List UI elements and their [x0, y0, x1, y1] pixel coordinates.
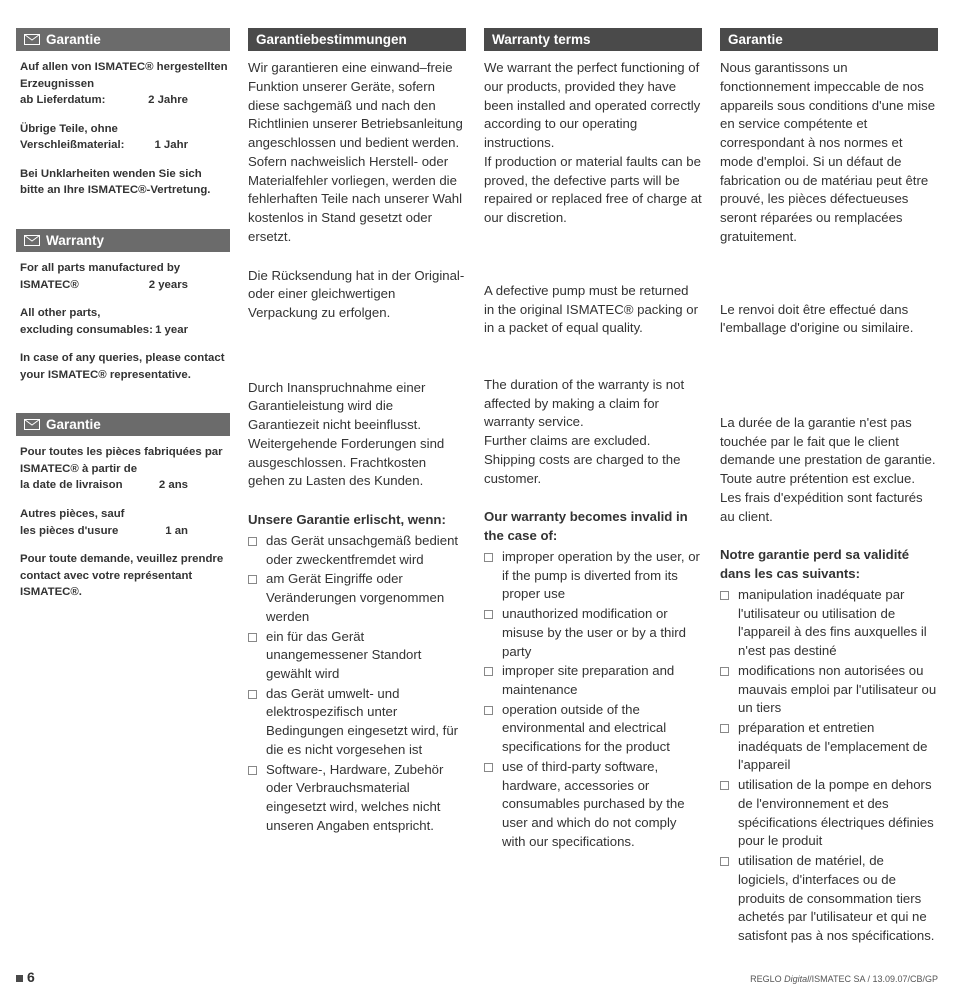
sidebar-header: Garantie	[16, 413, 230, 436]
list-item: Software-, Hardware, Zubehör oder Verbra…	[248, 761, 466, 836]
paragraph: Le renvoi doit être effectué dans l'emba…	[720, 301, 938, 338]
sidebar: Garantie Auf allen von ISMATEC® hergeste…	[16, 28, 230, 947]
page-content: Garantie Auf allen von ISMATEC® hergeste…	[0, 0, 954, 947]
list-item: das Gerät umwelt- und elektrospezifisch …	[248, 685, 466, 760]
bullet-list: improper operation by the user, or if th…	[484, 548, 702, 852]
column-title: Warranty terms	[484, 28, 702, 51]
column-en: Warranty terms We warrant the perfect fu…	[484, 28, 702, 947]
bullet-list: manipulation inadéquate par l'utilisateu…	[720, 586, 938, 946]
mail-icon	[24, 419, 40, 430]
sidebar-header: Warranty	[16, 229, 230, 252]
column-title: Garantie	[720, 28, 938, 51]
sidebar-box-warranty-en: Warranty For all parts manufactured by I…	[16, 229, 230, 383]
mail-icon	[24, 235, 40, 246]
paragraph: La durée de la garantie n'est pas touché…	[720, 414, 938, 526]
sidebar-box-garantie-fr: Garantie Pour toutes les pièces fabriqué…	[16, 413, 230, 600]
list-item: ein für das Gerät unangemessener Standor…	[248, 628, 466, 684]
list-item: unauthorized modification or misuse by t…	[484, 605, 702, 661]
paragraph: We warrant the perfect functioning of ou…	[484, 59, 702, 228]
sidebar-title: Garantie	[46, 30, 101, 49]
sidebar-body: Pour toutes les pièces fabriquées par IS…	[16, 442, 230, 600]
list-item: improper operation by the user, or if th…	[484, 548, 702, 604]
document-reference: REGLO Digital/ISMATEC SA / 13.09.07/CB/G…	[750, 973, 938, 986]
list-item: manipulation inadéquate par l'utilisateu…	[720, 586, 938, 661]
sidebar-body: Auf allen von ISMATEC® hergestellten Erz…	[16, 57, 230, 199]
list-item: utilisation de la pompe en dehors de l'e…	[720, 776, 938, 851]
list-item: préparation et entretien inadéquats de l…	[720, 719, 938, 775]
paragraph: The duration of the warranty is not affe…	[484, 376, 702, 488]
list-item: utilisation de matériel, de logiciels, d…	[720, 852, 938, 946]
list-item: use of third-party software, hardware, a…	[484, 758, 702, 852]
list-item: das Gerät unsachgemäß bedient oder zweck…	[248, 532, 466, 569]
sidebar-title: Warranty	[46, 231, 104, 250]
list-heading: Unsere Garantie erlischt, wenn:	[248, 511, 466, 530]
paragraph: Durch Inanspruchnahme einer Garantieleis…	[248, 379, 466, 491]
list-item: improper site preparation and maintenanc…	[484, 662, 702, 699]
mail-icon	[24, 34, 40, 45]
column-de: Garantiebestimmungen Wir garantieren ein…	[248, 28, 466, 947]
list-heading: Notre garantie perd sa validité dans les…	[720, 546, 938, 583]
paragraph: A defective pump must be returned in the…	[484, 282, 702, 338]
paragraph: Nous garantissons un fonctionnement impe…	[720, 59, 938, 246]
list-item: am Gerät Eingriffe oder Veränderungen vo…	[248, 570, 466, 626]
list-item: operation outside of the environmental a…	[484, 701, 702, 757]
sidebar-body: For all parts manufactured by ISMATEC®2 …	[16, 258, 230, 383]
sidebar-box-garantie-de: Garantie Auf allen von ISMATEC® hergeste…	[16, 28, 230, 199]
sidebar-header: Garantie	[16, 28, 230, 51]
column-fr: Garantie Nous garantissons un fonctionne…	[720, 28, 938, 947]
paragraph: Die Rücksendung hat in der Original- ode…	[248, 267, 466, 323]
page-footer: 6 REGLO Digital/ISMATEC SA / 13.09.07/CB…	[16, 968, 938, 988]
page-number: 6	[16, 968, 35, 988]
main-columns: Garantiebestimmungen Wir garantieren ein…	[248, 28, 938, 947]
list-heading: Our warranty becomes invalid in the case…	[484, 508, 702, 545]
column-title: Garantiebestimmungen	[248, 28, 466, 51]
sidebar-title: Garantie	[46, 415, 101, 434]
bullet-list: das Gerät unsachgemäß bedient oder zweck…	[248, 532, 466, 836]
paragraph: Wir garantieren eine einwand–freie Funkt…	[248, 59, 466, 246]
list-item: modifications non autorisées ou mauvais …	[720, 662, 938, 718]
